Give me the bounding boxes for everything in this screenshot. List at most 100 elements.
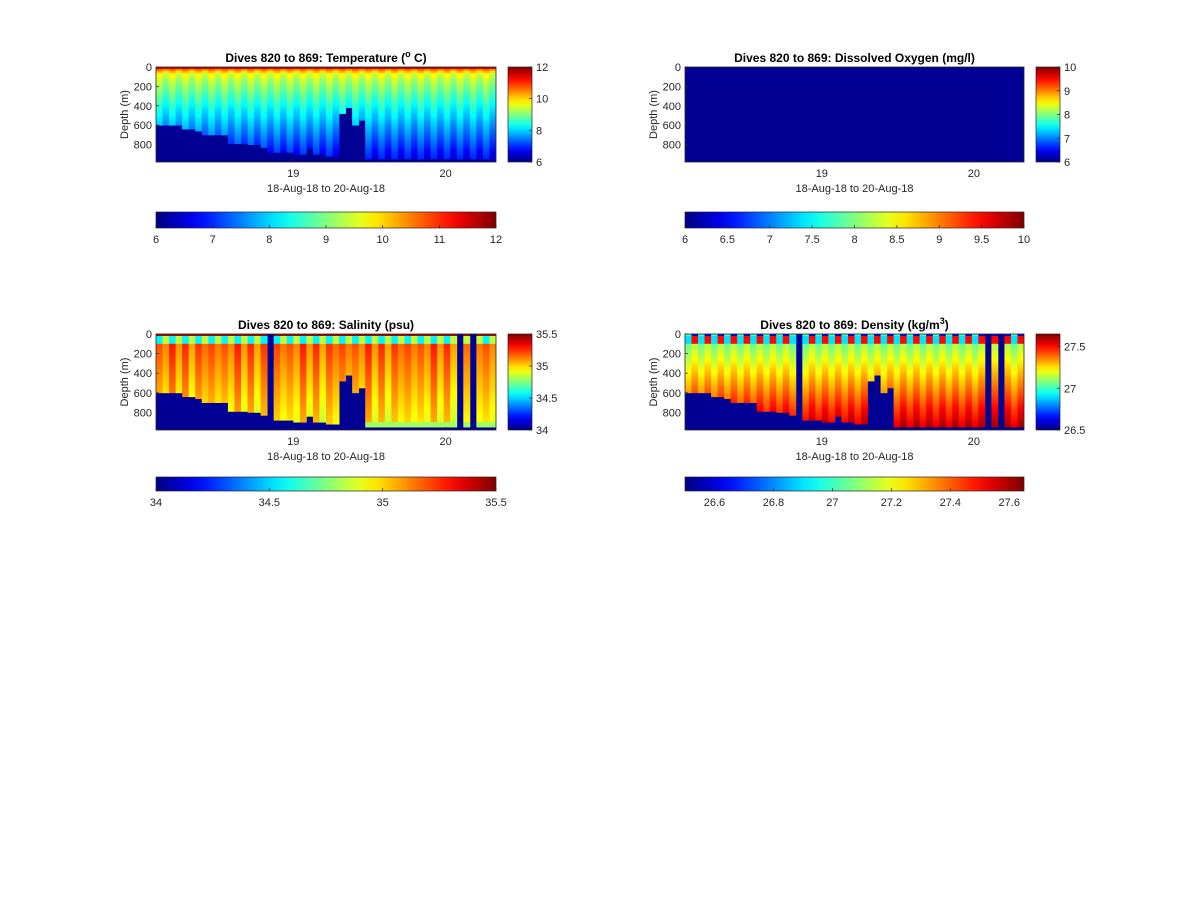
heatmap-cell <box>333 154 340 156</box>
heatmap-cell <box>195 397 202 399</box>
y-tick-label: 800 <box>134 407 152 419</box>
heatmap-cell <box>254 410 261 412</box>
colorbar-bottom-tick-label: 8.5 <box>889 234 904 246</box>
heatmap-cell <box>163 391 170 393</box>
colorbar-side-tick-label: 6 <box>1064 157 1070 169</box>
heatmap-cell <box>698 391 705 393</box>
colorbar-bottom-tick-label: 12 <box>490 234 502 246</box>
chart-panel-2: Dives 820 to 869: Dissolved Oxygen (mg/l… <box>648 51 1076 246</box>
heatmap-cell <box>182 127 189 129</box>
heatmap-cell <box>319 152 326 154</box>
heatmap-cell <box>411 158 418 159</box>
heatmap-cell <box>470 158 477 159</box>
x-tick-label: 19 <box>816 168 828 180</box>
heatmap-cell <box>208 133 215 135</box>
heatmap-cell <box>228 143 235 144</box>
colorbar-bottom-tick-label: 9 <box>936 234 942 246</box>
heatmap-cell <box>802 418 809 420</box>
x-tick-label: 20 <box>968 168 980 180</box>
heatmap-cell <box>189 127 196 129</box>
y-tick-label: 600 <box>663 120 681 132</box>
heatmap-cell <box>333 422 340 424</box>
heatmap-cell <box>261 146 268 147</box>
heatmap-cell <box>372 426 379 427</box>
heatmap-cell <box>757 410 764 411</box>
heatmap-cell <box>476 426 483 427</box>
colorbar-bottom-tick-label: 11 <box>434 234 445 246</box>
heatmap-cell <box>365 426 372 427</box>
heatmap-cell <box>254 143 261 145</box>
heatmap-cell <box>287 418 294 420</box>
y-tick-label: 0 <box>146 62 152 74</box>
heatmap-cell <box>280 150 287 152</box>
y-tick-label: 400 <box>134 368 152 380</box>
y-axis-label: Depth (m) <box>119 90 131 139</box>
heatmap-cell <box>444 158 451 159</box>
heatmap-cell <box>385 158 392 159</box>
heatmap-cell <box>306 414 313 416</box>
heatmap-cell <box>418 158 425 159</box>
y-tick-label: 800 <box>134 140 152 152</box>
colorbar-bottom-tick-label: 34.5 <box>259 497 280 509</box>
chart-title: Dives 820 to 869: Dissolved Oxygen (mg/l… <box>734 51 975 65</box>
colorbar-bottom-tick-label: 35.5 <box>485 497 506 509</box>
heatmap-cell <box>385 426 392 427</box>
heatmap-cell <box>195 129 202 131</box>
colorbar-side <box>1036 67 1060 162</box>
heatmap-cell <box>352 123 359 125</box>
heatmap-cell <box>731 401 738 403</box>
y-tick-label: 0 <box>146 329 152 341</box>
heatmap-cell <box>300 420 307 422</box>
heatmap-cell <box>241 143 248 144</box>
heatmap-cell <box>169 391 176 393</box>
heatmap-cell <box>274 418 281 420</box>
heatmap-cell <box>189 395 196 397</box>
colorbar-bottom-tick-label: 34 <box>150 497 162 509</box>
heatmap-cell <box>326 422 333 424</box>
heatmap-cell <box>248 143 255 145</box>
y-tick-label: 600 <box>134 388 152 400</box>
heatmap-cell <box>202 401 209 403</box>
y-tick-label: 200 <box>134 349 152 361</box>
heatmap-cell <box>339 379 346 381</box>
heatmap-cell <box>476 158 483 159</box>
colorbar-side-tick-label: 34 <box>536 425 548 437</box>
heatmap-cell <box>274 150 281 152</box>
heatmap-cell <box>457 158 464 159</box>
heatmap-cell <box>411 426 418 427</box>
heatmap-cell <box>208 401 215 403</box>
colorbar-side-tick-label: 35.5 <box>536 329 557 341</box>
heatmap-cell <box>776 410 783 412</box>
heatmap-cell <box>437 426 444 427</box>
heatmap-cell <box>737 401 744 403</box>
heatmap-cell <box>241 410 248 411</box>
heatmap-cell <box>450 426 457 427</box>
heatmap-cell <box>718 395 725 397</box>
heatmap-cell <box>267 150 274 152</box>
heatmap-cell <box>418 426 425 427</box>
heatmap-cell <box>339 112 346 114</box>
colorbar-bottom-tick-label: 7 <box>767 234 773 246</box>
colorbar-side-tick-label: 35 <box>536 361 548 373</box>
heatmap-cell <box>398 158 405 159</box>
heatmap-cell <box>182 395 189 397</box>
colorbar-side-tick-label: 10 <box>536 94 548 106</box>
colorbar-side-tick-label: 8 <box>1064 110 1070 122</box>
heatmap-cell <box>450 158 457 159</box>
colorbar-bottom-tick-label: 9 <box>323 234 329 246</box>
heatmap-cell <box>744 401 751 403</box>
x-axis-label: 18-Aug-18 to 20-Aug-18 <box>267 451 385 463</box>
heatmap-cell <box>221 133 228 135</box>
colorbar-side-tick-label: 8 <box>536 125 542 137</box>
heatmap-cell <box>300 152 307 154</box>
heatmap-cell <box>372 158 379 159</box>
plot-background <box>685 67 1024 162</box>
colorbar-bottom-tick-label: 35 <box>377 497 389 509</box>
heatmap-cell <box>169 123 176 125</box>
heatmap-cell <box>809 418 816 420</box>
colorbar-bottom-tick-label: 6.5 <box>720 234 735 246</box>
heatmap-cell <box>234 410 241 411</box>
heatmap-cell <box>783 410 790 412</box>
